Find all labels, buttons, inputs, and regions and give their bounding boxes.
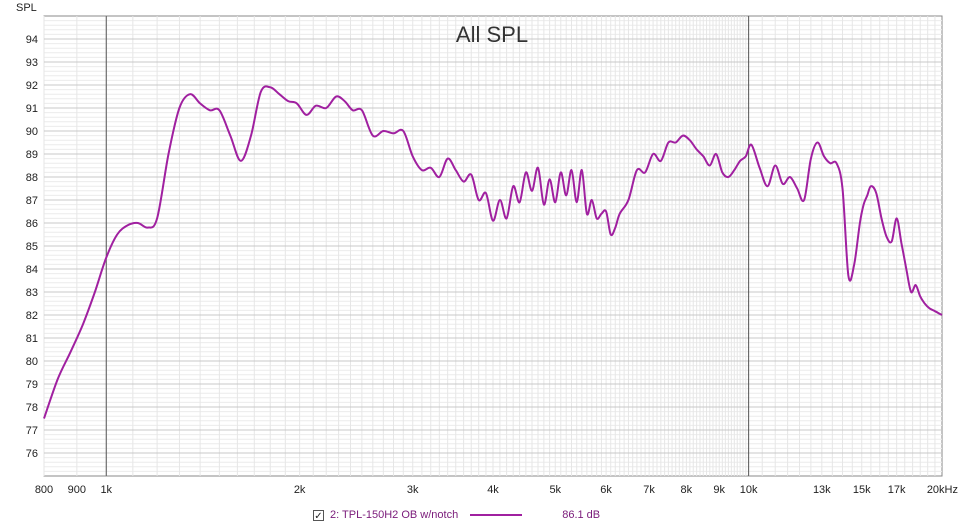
y-tick-label: 82 [26, 310, 38, 322]
y-tick-label: 91 [26, 103, 38, 115]
y-axis-label: SPL [16, 2, 37, 14]
y-axis-ticks: 76 77 78 79 80 81 82 83 84 85 86 87 88 89 90 91 92 93 94 [26, 34, 38, 460]
legend-series-label: 2: TPL-150H2 OB w/notch [330, 509, 459, 521]
y-tick-label: 86 [26, 218, 38, 230]
x-tick-label: 6k [600, 484, 612, 496]
x-tick-label: 13k [813, 484, 831, 496]
y-tick-label: 83 [26, 287, 38, 299]
y-tick-label: 85 [26, 241, 38, 253]
y-tick-label: 88 [26, 172, 38, 184]
x-tick-label: 2k [294, 484, 306, 496]
series-line-tpl-150h2 [43, 85, 943, 419]
y-tick-label: 79 [26, 379, 38, 391]
y-tick-label: 89 [26, 149, 38, 161]
x-tick-label: 10k [740, 484, 758, 496]
x-tick-label: 800 [35, 484, 53, 496]
y-tick-label: 76 [26, 448, 38, 460]
legend: ✓ 2: TPL-150H2 OB w/notch 86.1 dB [313, 507, 600, 523]
x-tick-label: 7k [643, 484, 655, 496]
y-tick-label: 80 [26, 356, 38, 368]
legend-line-swatch [470, 514, 523, 516]
x-tick-label: 15k [853, 484, 871, 496]
y-tick-label: 78 [26, 402, 38, 414]
legend-value: 86.1 dB [562, 509, 601, 521]
y-tick-label: 90 [26, 126, 38, 138]
y-tick-label: 81 [26, 333, 38, 345]
chart-title: All SPL [456, 22, 528, 47]
x-tick-label: 20kHz [927, 484, 958, 496]
y-tick-label: 93 [26, 57, 38, 69]
legend-checkbox[interactable]: ✓ [313, 509, 324, 522]
y-tick-label: 87 [26, 195, 38, 207]
x-axis-ticks: 800 900 1k 2k 3k 4k 5k 6k 7k 8k 9k 10k 13k 15k 17k 20kH… [35, 484, 958, 496]
x-tick-label: 9k [713, 484, 725, 496]
x-tick-label: 17k [888, 484, 906, 496]
y-tick-label: 84 [26, 264, 38, 276]
x-tick-label: 4k [487, 484, 499, 496]
x-tick-label: 3k [407, 484, 419, 496]
x-tick-label: 8k [681, 484, 693, 496]
y-tick-label: 77 [26, 425, 38, 437]
y-tick-label: 92 [26, 80, 38, 92]
x-tick-label: 1k [100, 484, 112, 496]
y-tick-label: 94 [26, 34, 38, 46]
x-tick-label: 900 [68, 484, 86, 496]
x-tick-label: 5k [549, 484, 561, 496]
major-grid [44, 16, 942, 476]
